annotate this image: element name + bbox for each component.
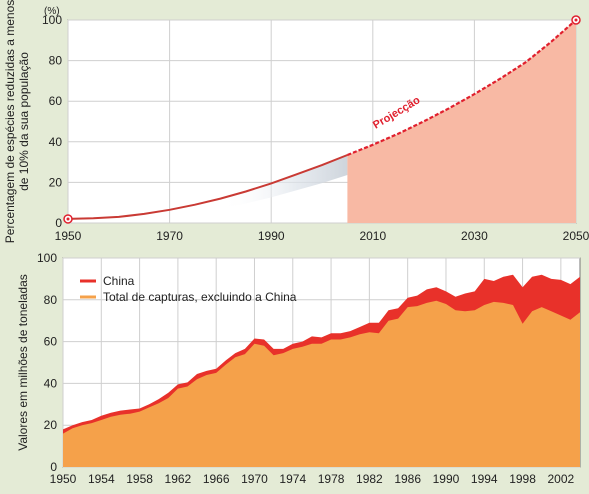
top-y-tick-label: 60 bbox=[49, 94, 63, 108]
bottom-y-axis-label: Valores em milhões de toneladas bbox=[16, 274, 30, 451]
top-y-axis-label: Percentagem de espécies reduzidas a meno… bbox=[3, 0, 31, 243]
top-y-tick-label: 40 bbox=[49, 135, 63, 149]
top-x-tick-label: 2050 bbox=[563, 229, 589, 243]
top-y-tick-labels: 0 20 40 60 80 100 bbox=[42, 13, 62, 230]
bottom-y-tick-label: 20 bbox=[44, 418, 58, 432]
top-y-tick-label: 100 bbox=[42, 13, 62, 27]
bottom-x-tick-label: 1966 bbox=[203, 472, 230, 486]
bottom-x-tick-label: 1950 bbox=[50, 472, 77, 486]
top-x-tick-label: 1990 bbox=[258, 229, 285, 243]
bottom-x-tick-label: 2002 bbox=[548, 472, 575, 486]
bottom-y-tick-labels: 0 20 40 60 80 100 bbox=[37, 251, 57, 474]
bottom-y-tick-label: 60 bbox=[44, 335, 58, 349]
top-y-tick-label: 0 bbox=[55, 216, 62, 230]
top-x-tick-labels: 1950 1970 1990 2010 2030 2050 bbox=[55, 229, 589, 243]
bottom-x-tick-labels: 1950 1954 1958 1962 1966 1970 1974 1978 1982 1986… bbox=[50, 472, 575, 486]
projection-fill-area bbox=[347, 20, 576, 223]
bottom-x-tick-label: 1954 bbox=[88, 472, 115, 486]
bottom-x-tick-label: 1978 bbox=[318, 472, 345, 486]
bottom-x-tick-label: 1990 bbox=[433, 472, 460, 486]
top-y-axis-label-line2: de 10% da sua população bbox=[17, 52, 31, 191]
start-marker-dot bbox=[66, 217, 70, 221]
bottom-x-tick-label: 1994 bbox=[471, 472, 498, 486]
bottom-x-tick-label: 1962 bbox=[165, 472, 192, 486]
projection-line bbox=[346, 19, 577, 157]
top-y-tick-label: 80 bbox=[49, 54, 63, 68]
bottom-x-tick-label: 1998 bbox=[509, 472, 536, 486]
fish-catch-chart: 0 20 40 60 80 100 1950 1954 1958 1962 1966 1970 197… bbox=[16, 251, 581, 486]
legend-label-china: China bbox=[103, 274, 135, 288]
bottom-x-tick-label: 1982 bbox=[356, 472, 383, 486]
observed-line bbox=[67, 154, 348, 220]
top-x-tick-label: 1970 bbox=[156, 229, 183, 243]
top-y-tick-label: 20 bbox=[49, 175, 63, 189]
endpoint-markers bbox=[63, 15, 581, 224]
bottom-y-tick-label: 40 bbox=[44, 376, 58, 390]
legend-label-total: Total de capturas, excluindo a China bbox=[103, 290, 297, 304]
bottom-x-tick-label: 1986 bbox=[394, 472, 421, 486]
area-total-excluding-china bbox=[63, 300, 580, 467]
bottom-x-tick-label: 1958 bbox=[126, 472, 153, 486]
end-marker-dot bbox=[574, 18, 578, 22]
bottom-x-tick-label: 1974 bbox=[279, 472, 306, 486]
top-y-axis-label-line1: Percentagem de espécies reduzidas a meno… bbox=[3, 0, 17, 243]
legend: China Total de capturas, excluindo a Chi… bbox=[80, 274, 297, 304]
top-unit-label: (%) bbox=[44, 6, 60, 17]
top-x-tick-label: 1950 bbox=[55, 229, 82, 243]
top-x-tick-label: 2010 bbox=[359, 229, 386, 243]
bottom-y-tick-label: 80 bbox=[44, 293, 58, 307]
bottom-x-tick-label: 1970 bbox=[241, 472, 268, 486]
bottom-y-tick-label: 0 bbox=[50, 460, 57, 474]
bottom-y-tick-label: 100 bbox=[37, 251, 57, 265]
top-x-tick-label: 2030 bbox=[461, 229, 488, 243]
projection-chart: 0 20 40 60 80 100 1950 1970 1990 2010 2030 2050 (%… bbox=[3, 0, 589, 243]
